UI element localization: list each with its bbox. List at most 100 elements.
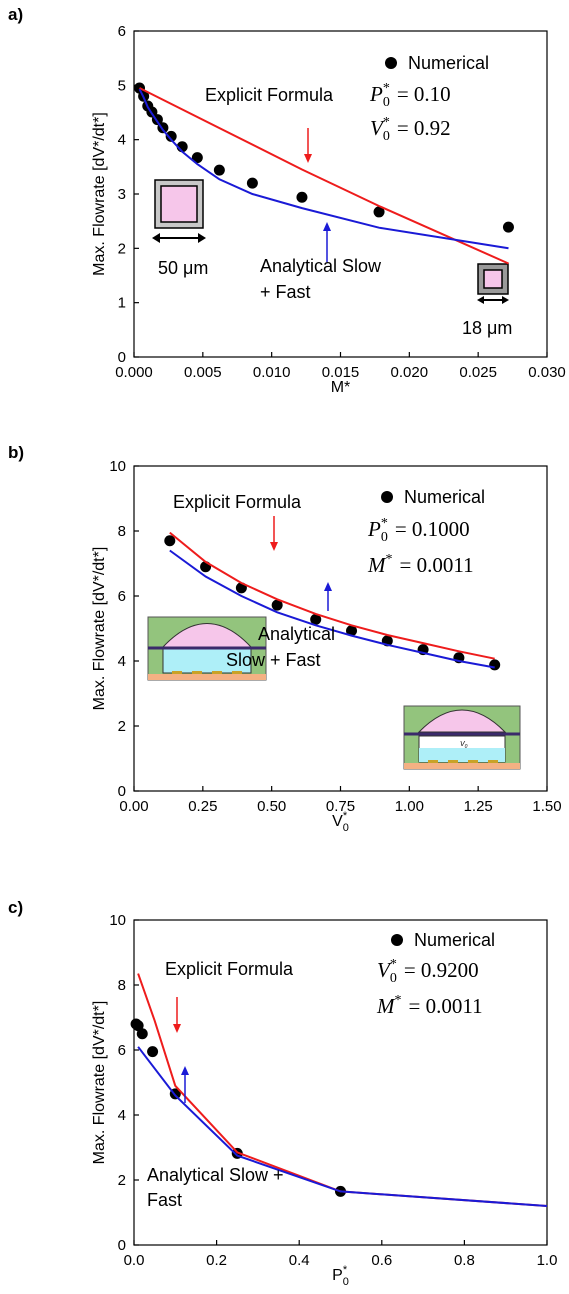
parameter: P0* = 0.10 <box>369 81 451 110</box>
parameter-symbol: V <box>377 958 392 982</box>
x-tick-label: 0.00 <box>119 798 148 815</box>
parameter-value: = 0.0011 <box>409 994 483 1018</box>
x-tick-label: 1.50 <box>532 798 561 815</box>
data-point <box>136 1028 148 1040</box>
inset-large <box>152 179 206 243</box>
inset-schematic-left <box>147 616 267 681</box>
parameter-sup: * <box>386 552 393 567</box>
parameter-symbol: P <box>369 82 383 106</box>
series-line <box>169 531 495 660</box>
parameter-sub: 0 <box>383 95 390 110</box>
legend-label: Numerical <box>404 487 485 507</box>
series-line <box>138 88 509 250</box>
x-tick-label: 0.000 <box>115 364 153 381</box>
y-tick-label: 6 <box>118 588 126 605</box>
x-axis-title-sub: 0 <box>343 1276 349 1288</box>
series-line <box>169 549 495 669</box>
parameter-sub: 0 <box>390 971 397 986</box>
data-point <box>373 206 385 218</box>
x-tick-label: 0.6 <box>371 1252 392 1269</box>
parameter-sup: * <box>381 516 388 531</box>
parameter-value: = 0.92 <box>397 116 451 140</box>
x-axis-title-text: M* <box>331 379 351 396</box>
x-axis-title: V0* <box>332 810 349 834</box>
scale-label: 50 μm <box>158 258 208 278</box>
parameter-sub: 0 <box>381 530 388 545</box>
inset-label-text: V <box>460 741 466 748</box>
data-point <box>191 152 203 164</box>
x-tick-label: 1.0 <box>537 1252 558 1269</box>
panel-label: a) <box>8 5 23 24</box>
data-point <box>246 177 258 189</box>
parameter-value: = 0.10 <box>397 82 451 106</box>
data-point <box>310 613 322 625</box>
y-tick-label: 10 <box>109 912 126 929</box>
annotation: Analytical <box>258 624 335 644</box>
data-point <box>502 221 514 233</box>
x-tick-label: 0.8 <box>454 1252 475 1269</box>
parameter-symbol: V <box>370 116 385 140</box>
parameter: M* = 0.0011 <box>376 993 483 1018</box>
inset-small <box>477 263 509 304</box>
legend-label: Numerical <box>408 53 489 73</box>
data-point <box>132 1020 144 1032</box>
x-axis-title: P0* <box>332 1264 349 1288</box>
y-tick-label: 0 <box>118 349 126 366</box>
y-tick-label: 6 <box>118 23 126 40</box>
annotation: + Fast <box>260 282 311 302</box>
y-tick-label: 2 <box>118 718 126 735</box>
parameter-sup: * <box>383 115 390 130</box>
x-tick-label: 1.00 <box>395 798 424 815</box>
y-tick-label: 4 <box>118 653 126 670</box>
annotation: Fast <box>147 1190 182 1210</box>
y-axis-title: Max. Flowrate [dV*/dt*] <box>91 547 108 711</box>
inset-label-sub: 0 <box>465 744 468 750</box>
parameter: V0* = 0.92 <box>370 115 451 144</box>
y-tick-label: 6 <box>118 1042 126 1059</box>
x-tick-label: 0.010 <box>253 364 291 381</box>
annotation: Slow + Fast <box>226 650 321 670</box>
x-axis-title-sub: 0 <box>343 822 349 834</box>
scale-label: 18 μm <box>462 318 512 338</box>
annotation: Analytical Slow <box>260 256 382 276</box>
y-tick-label: 10 <box>109 458 126 475</box>
x-tick-label: 0.2 <box>206 1252 227 1269</box>
annotation: Explicit Formula <box>205 85 334 105</box>
x-tick-label: 0.020 <box>391 364 429 381</box>
panel-label: b) <box>8 443 24 462</box>
parameter-sup: * <box>383 81 390 96</box>
annotation: Explicit Formula <box>165 959 294 979</box>
x-axis-title-text: P <box>332 1267 343 1284</box>
parameter-value: = 0.0011 <box>400 553 474 577</box>
x-tick-label: 0.25 <box>188 798 217 815</box>
x-tick-label: 0.50 <box>257 798 286 815</box>
data-point <box>296 191 308 203</box>
parameter: P0* = 0.1000 <box>367 516 470 545</box>
arrow-head <box>173 1024 181 1033</box>
parameter-sup: * <box>390 957 397 972</box>
data-point <box>213 164 225 176</box>
arrow-head <box>323 222 331 231</box>
x-tick-label: 1.25 <box>464 798 493 815</box>
y-tick-label: 2 <box>118 1172 126 1189</box>
y-axis-title: Max. Flowrate [dV*/dt*] <box>91 1001 108 1165</box>
x-tick-label: 0.005 <box>184 364 222 381</box>
x-tick-label: 0.0 <box>124 1252 145 1269</box>
y-tick-label: 4 <box>118 132 126 149</box>
y-tick-label: 4 <box>118 1107 126 1124</box>
inset-schematic-right: V0 <box>403 705 521 770</box>
annotation: Analytical Slow + <box>147 1165 284 1185</box>
x-tick-label: 0.015 <box>322 364 360 381</box>
series-line <box>137 1046 548 1207</box>
x-axis-title: M* <box>331 379 351 396</box>
legend-marker <box>385 57 397 69</box>
x-tick-label: 0.4 <box>289 1252 310 1269</box>
y-tick-label: 0 <box>118 1237 126 1254</box>
arrow-head <box>304 154 312 163</box>
data-point <box>346 625 358 637</box>
parameter-sub: 0 <box>383 129 390 144</box>
x-axis-title-sup: * <box>343 1264 348 1276</box>
data-point <box>147 1046 159 1058</box>
y-tick-label: 8 <box>118 977 126 994</box>
